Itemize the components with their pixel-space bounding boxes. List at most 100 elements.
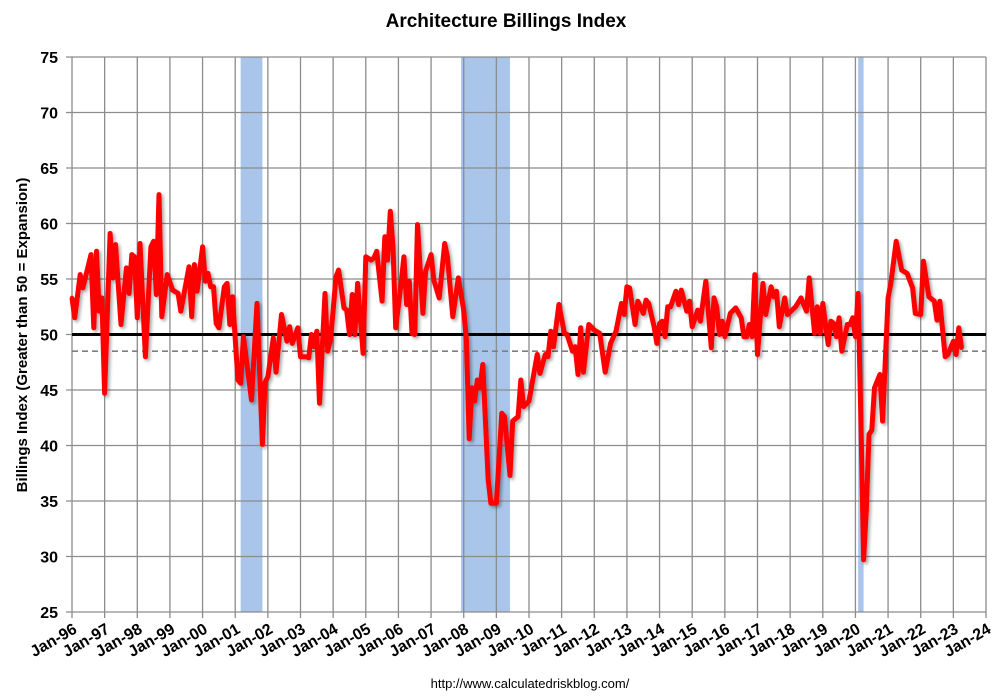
y-tick-label: 75 [40, 50, 58, 67]
data-point [684, 308, 689, 314]
data-point [412, 332, 417, 337]
data-point [189, 314, 194, 319]
data-point [314, 328, 320, 334]
data-point [937, 299, 942, 304]
data-point [477, 385, 483, 390]
data-point [521, 404, 526, 409]
data-point [431, 277, 436, 283]
data-point [178, 308, 184, 314]
data-point [349, 292, 355, 297]
data-point [333, 274, 339, 279]
data-point [777, 324, 782, 329]
data-point [102, 391, 107, 396]
data-point [885, 295, 891, 301]
data-point [77, 272, 83, 277]
data-point [99, 295, 105, 301]
data-point [284, 338, 290, 344]
data-point [798, 295, 804, 301]
data-point [437, 295, 442, 301]
data-point [804, 308, 809, 314]
data-point [445, 254, 450, 259]
data-point [382, 234, 388, 240]
data-point [806, 275, 812, 281]
data-point [200, 244, 205, 250]
y-tick-label: 60 [40, 217, 58, 234]
data-point [480, 362, 485, 367]
data-point [222, 284, 227, 289]
data-point [262, 380, 268, 385]
data-point [839, 348, 845, 354]
data-point [910, 285, 915, 291]
data-point [921, 259, 926, 264]
data-point [899, 267, 904, 273]
y-tick-label: 65 [40, 161, 58, 178]
data-point [472, 398, 477, 404]
data-point [733, 305, 738, 311]
data-point [317, 401, 322, 406]
data-point [635, 299, 641, 304]
data-point [91, 325, 96, 331]
data-point [760, 281, 766, 286]
data-point [646, 301, 651, 306]
data-point [464, 337, 469, 343]
data-point [690, 324, 695, 329]
y-tick-label: 55 [40, 272, 58, 289]
data-point [235, 377, 241, 383]
data-point [793, 304, 798, 309]
data-point [703, 279, 709, 284]
data-point [170, 287, 175, 293]
data-point [608, 341, 613, 346]
data-point [379, 299, 385, 304]
data-point [877, 372, 883, 377]
data-point [363, 254, 368, 259]
data-point [461, 307, 466, 313]
data-point [855, 291, 861, 296]
y-tick-label: 30 [40, 550, 58, 567]
data-point [273, 370, 279, 375]
data-point [499, 411, 504, 416]
data-point [224, 281, 230, 286]
data-point [744, 334, 749, 339]
data-point [203, 279, 208, 284]
data-point [888, 281, 893, 286]
data-point [812, 331, 817, 336]
data-point [752, 272, 757, 277]
data-point [265, 374, 271, 379]
data-point [654, 341, 660, 346]
data-point [602, 370, 608, 375]
data-point [858, 417, 864, 423]
data-point [801, 302, 806, 307]
data-point [156, 192, 162, 197]
data-point [698, 318, 703, 324]
y-tick-label: 25 [40, 605, 58, 622]
data-point [298, 354, 303, 359]
data-point [325, 348, 330, 354]
data-point [771, 294, 777, 299]
data-point [556, 302, 562, 307]
data-point [864, 507, 869, 513]
data-point [586, 322, 592, 327]
data-point [118, 322, 124, 327]
data-point [913, 311, 918, 316]
data-point [110, 275, 116, 281]
data-point [632, 322, 638, 327]
data-point [69, 295, 75, 301]
source-url: http://www.calculatedriskblog.com/ [431, 676, 630, 691]
data-point [619, 301, 624, 306]
data-point [768, 284, 774, 289]
data-point [80, 285, 86, 291]
data-point [578, 325, 583, 331]
data-point [660, 318, 665, 324]
data-point [953, 352, 959, 357]
data-point [466, 436, 472, 442]
data-point [347, 332, 352, 337]
data-point [526, 398, 532, 404]
data-point [211, 284, 216, 289]
data-point [668, 304, 673, 309]
data-point [113, 242, 118, 247]
y-tick-label: 45 [40, 383, 58, 400]
data-point [442, 241, 447, 246]
data-point [932, 299, 937, 304]
data-point [834, 334, 839, 339]
